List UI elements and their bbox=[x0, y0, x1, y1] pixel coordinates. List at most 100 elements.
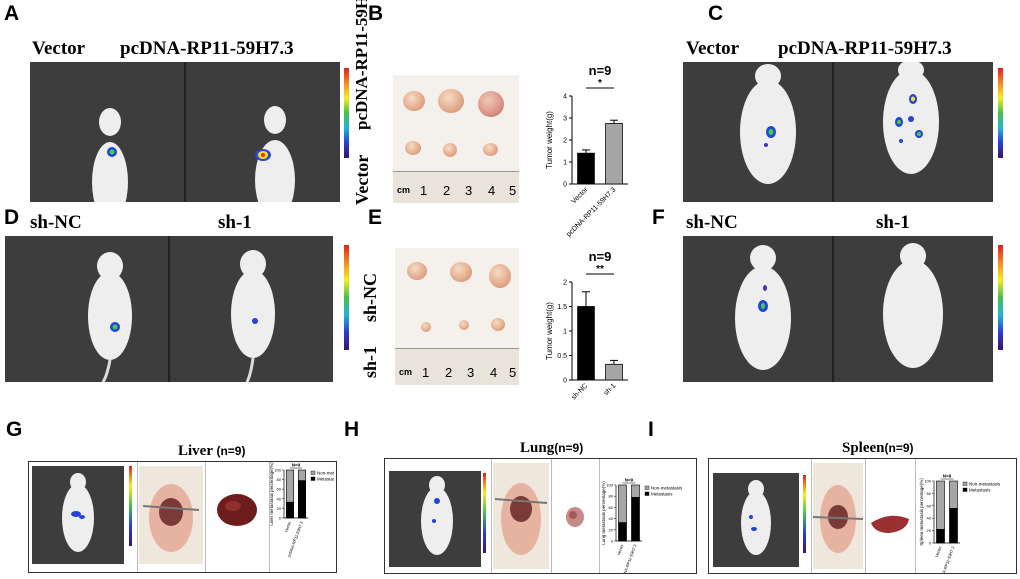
panel-f-mice-svg bbox=[683, 236, 993, 382]
ruler-unit: cm bbox=[397, 185, 411, 195]
chart-title: n=9 bbox=[589, 63, 612, 78]
y-tick-label: 40 bbox=[277, 496, 282, 501]
y-tick-label: 20 bbox=[609, 527, 614, 532]
ruler-unit: cm bbox=[399, 367, 413, 377]
panel-g-mouse-image bbox=[32, 466, 124, 564]
panel-a-color-scale bbox=[344, 68, 349, 158]
ruler-num: 5 bbox=[509, 183, 517, 198]
panel-b-ruler: cm 1 2 3 4 5 bbox=[393, 171, 519, 203]
y-tick-label: 40 bbox=[609, 516, 614, 521]
panel-f-left-condition: sh-NC bbox=[686, 212, 738, 233]
panel-d-left-condition: sh-NC bbox=[30, 212, 82, 233]
stacked-bar-segment bbox=[949, 507, 958, 544]
y-axis-label: Tumor weight(g) bbox=[545, 302, 554, 360]
panel-h-dissection-photo bbox=[493, 463, 549, 569]
stacked-bar-segment bbox=[285, 501, 295, 519]
panel-b-top-row-label: pcDNA-RP11-59H7.3 bbox=[352, 0, 371, 130]
bar bbox=[605, 363, 623, 381]
panel-g-box: 0 20 40 60 80 100 Liver metastasis percentage(… bbox=[28, 461, 337, 573]
y-axis-label: Tumor weight(g) bbox=[545, 111, 554, 169]
y-tick-label: 4 bbox=[563, 94, 567, 101]
y-axis-label: Lung metastasis percentage(%) bbox=[601, 481, 606, 545]
panel-b-tumor-photo: cm 1 2 3 4 5 bbox=[393, 75, 519, 203]
stacked-bar-segment bbox=[618, 484, 627, 523]
bar bbox=[605, 123, 623, 185]
stacked-bar-segment bbox=[618, 522, 627, 542]
panel-f-right-condition: sh-1 bbox=[876, 212, 910, 233]
chart-title: n=9 bbox=[589, 252, 612, 264]
y-tick-label: 80 bbox=[277, 477, 282, 482]
panel-c-color-scale bbox=[998, 68, 1003, 158]
ruler-num: 1 bbox=[420, 183, 428, 198]
stacked-bar-segment bbox=[631, 497, 640, 542]
bar bbox=[577, 306, 595, 381]
panel-d-bioluminescence-image bbox=[5, 236, 333, 383]
panel-e-tumor-photo: cm 1 2 3 4 5 bbox=[395, 248, 519, 385]
ruler-num: 4 bbox=[488, 183, 496, 198]
y-tick-label: 60 bbox=[927, 503, 932, 508]
panel-i-organ-photo bbox=[867, 463, 913, 569]
panel-d-color-scale bbox=[344, 245, 349, 350]
y-tick-label: 2 bbox=[563, 280, 567, 287]
panel-a-right-condition: pcDNA-RP11-59H7.3 bbox=[120, 38, 294, 59]
y-tick-label: 80 bbox=[609, 494, 614, 499]
bar bbox=[577, 152, 595, 185]
panel-d-mice-svg bbox=[5, 236, 333, 383]
panel-h-mouse-image bbox=[389, 471, 481, 567]
stacked-bar-segment bbox=[297, 469, 307, 481]
panel-i-box: 0 20 40 60 80 100 Spleen metastasis percentage… bbox=[708, 458, 1017, 574]
panel-h-box: 0 20 40 60 80 100 Lung metastasis percentage(%… bbox=[384, 458, 697, 574]
panel-h-organ: Lung bbox=[520, 440, 555, 456]
y-tick-label: 2 bbox=[563, 138, 567, 145]
stacked-bar-segment bbox=[936, 529, 945, 544]
y-tick-label: 0.5 bbox=[557, 353, 567, 360]
panel-c-left-condition: Vector bbox=[686, 38, 740, 59]
panel-e-top-row-label: sh-NC bbox=[360, 272, 380, 322]
panel-h-title: Lung(n=9) bbox=[520, 440, 583, 457]
panel-c-right-condition: pcDNA-RP11-59H7.3 bbox=[778, 38, 952, 59]
panel-d-right-condition: sh-1 bbox=[218, 212, 252, 233]
x-tick-label: Vector bbox=[616, 543, 625, 556]
panel-a-left-condition: Vector bbox=[32, 38, 86, 59]
panel-i-organ: Spleen bbox=[842, 440, 885, 456]
panel-label-f: F bbox=[652, 206, 665, 229]
y-tick-label: 0 bbox=[563, 182, 567, 189]
panel-e-bottom-row-label: sh-1 bbox=[360, 345, 380, 378]
legend-label: Metastasis bbox=[969, 487, 991, 492]
legend-swatch bbox=[644, 491, 650, 496]
panel-i-dissection-photo bbox=[812, 463, 864, 569]
panel-b-bar-chart: 0 1 2 3 4 Tumor weight(g) VectorpcDNA-RP11-59H… bbox=[545, 63, 628, 238]
legend-swatch bbox=[962, 487, 968, 492]
ruler-num: 3 bbox=[467, 365, 475, 380]
x-tick-label: sh-1 bbox=[603, 382, 618, 397]
panel-label-a: A bbox=[4, 2, 20, 25]
stacked-bar-segment bbox=[949, 480, 958, 509]
y-tick-label: 1 bbox=[563, 160, 567, 167]
panel-a-bioluminescence-image bbox=[30, 62, 340, 263]
y-tick-label: 80 bbox=[927, 491, 932, 496]
y-tick-label: 1.5 bbox=[557, 304, 567, 311]
ruler-num: 5 bbox=[509, 365, 517, 380]
panel-f-bioluminescence-image bbox=[683, 236, 993, 382]
panel-i-title: Spleen(n=9) bbox=[842, 440, 914, 457]
ruler-num: 2 bbox=[445, 365, 453, 380]
panel-e-ruler: cm 1 2 3 4 5 bbox=[395, 348, 519, 385]
stacked-bar-segment bbox=[285, 469, 295, 503]
chart-title: N=9 bbox=[943, 474, 952, 479]
legend-swatch bbox=[962, 481, 968, 486]
panel-i-n: (n=9) bbox=[884, 441, 914, 455]
x-tick-label: Vector bbox=[283, 520, 292, 533]
y-tick-label: 100 bbox=[606, 483, 613, 488]
panel-g-organ: Liver bbox=[178, 443, 213, 459]
ruler-num: 2 bbox=[443, 183, 451, 198]
y-tick-label: 1 bbox=[563, 329, 567, 336]
y-tick-label: 60 bbox=[277, 487, 282, 492]
panel-label-g: G bbox=[6, 418, 23, 441]
legend-label: Metastasis bbox=[651, 491, 673, 496]
significance-label: * bbox=[598, 78, 602, 89]
y-tick-label: 100 bbox=[274, 468, 281, 473]
ruler-num: 4 bbox=[490, 365, 498, 380]
x-tick-label: sh-NC bbox=[570, 382, 589, 401]
y-axis-label: Spleen metastasis percentage(%) bbox=[919, 478, 924, 546]
